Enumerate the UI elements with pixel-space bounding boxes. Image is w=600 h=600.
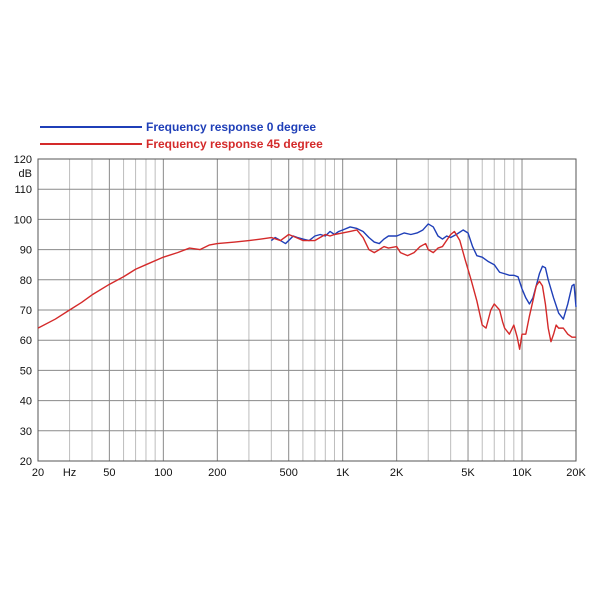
- x-tick-label: 200: [208, 467, 226, 479]
- x-tick-label: 10K: [512, 467, 532, 479]
- grid-lines: [38, 159, 576, 461]
- y-axis-tick-labels: 20 30 40 50 60 70 80 90 100 110 120: [14, 154, 32, 468]
- y-tick-label: 100: [14, 214, 32, 226]
- y-tick-label: 50: [20, 365, 32, 377]
- y-tick-label: 110: [14, 184, 32, 196]
- y-tick-label: 120: [14, 154, 32, 166]
- y-tick-label: 60: [20, 335, 32, 347]
- legend-label-1: Frequency response 45 degree: [146, 137, 323, 151]
- legend: Frequency response 0 degree Frequency res…: [40, 120, 323, 151]
- x-tick-label: 2K: [390, 467, 404, 479]
- series-line-0: [270, 223, 577, 320]
- legend-label-0: Frequency response 0 degree: [146, 120, 316, 134]
- y-axis-unit-label: dB: [19, 168, 32, 180]
- plot-frame: [37, 158, 577, 462]
- y-tick-label: 30: [20, 426, 32, 438]
- x-tick-label: 20: [32, 467, 44, 479]
- x-tick-label: 100: [154, 467, 172, 479]
- x-axis-tick-labels: 20 Hz 50 100 200 500 1K 2K 5K 10K 20K: [32, 467, 587, 479]
- x-tick-label: 20K: [566, 467, 586, 479]
- x-tick-label: 500: [280, 467, 298, 479]
- x-tick-label: 1K: [336, 467, 350, 479]
- y-tick-label: 90: [20, 245, 32, 257]
- x-tick-label: 50: [103, 467, 115, 479]
- y-tick-label: 40: [20, 396, 32, 408]
- y-tick-label: 80: [20, 275, 32, 287]
- series-lines: [37, 223, 577, 350]
- y-tick-label: 20: [20, 456, 32, 468]
- x-tick-label: Hz: [63, 467, 76, 479]
- x-tick-label: 5K: [461, 467, 475, 479]
- y-tick-label: 70: [20, 305, 32, 317]
- series-line-1: [37, 229, 576, 350]
